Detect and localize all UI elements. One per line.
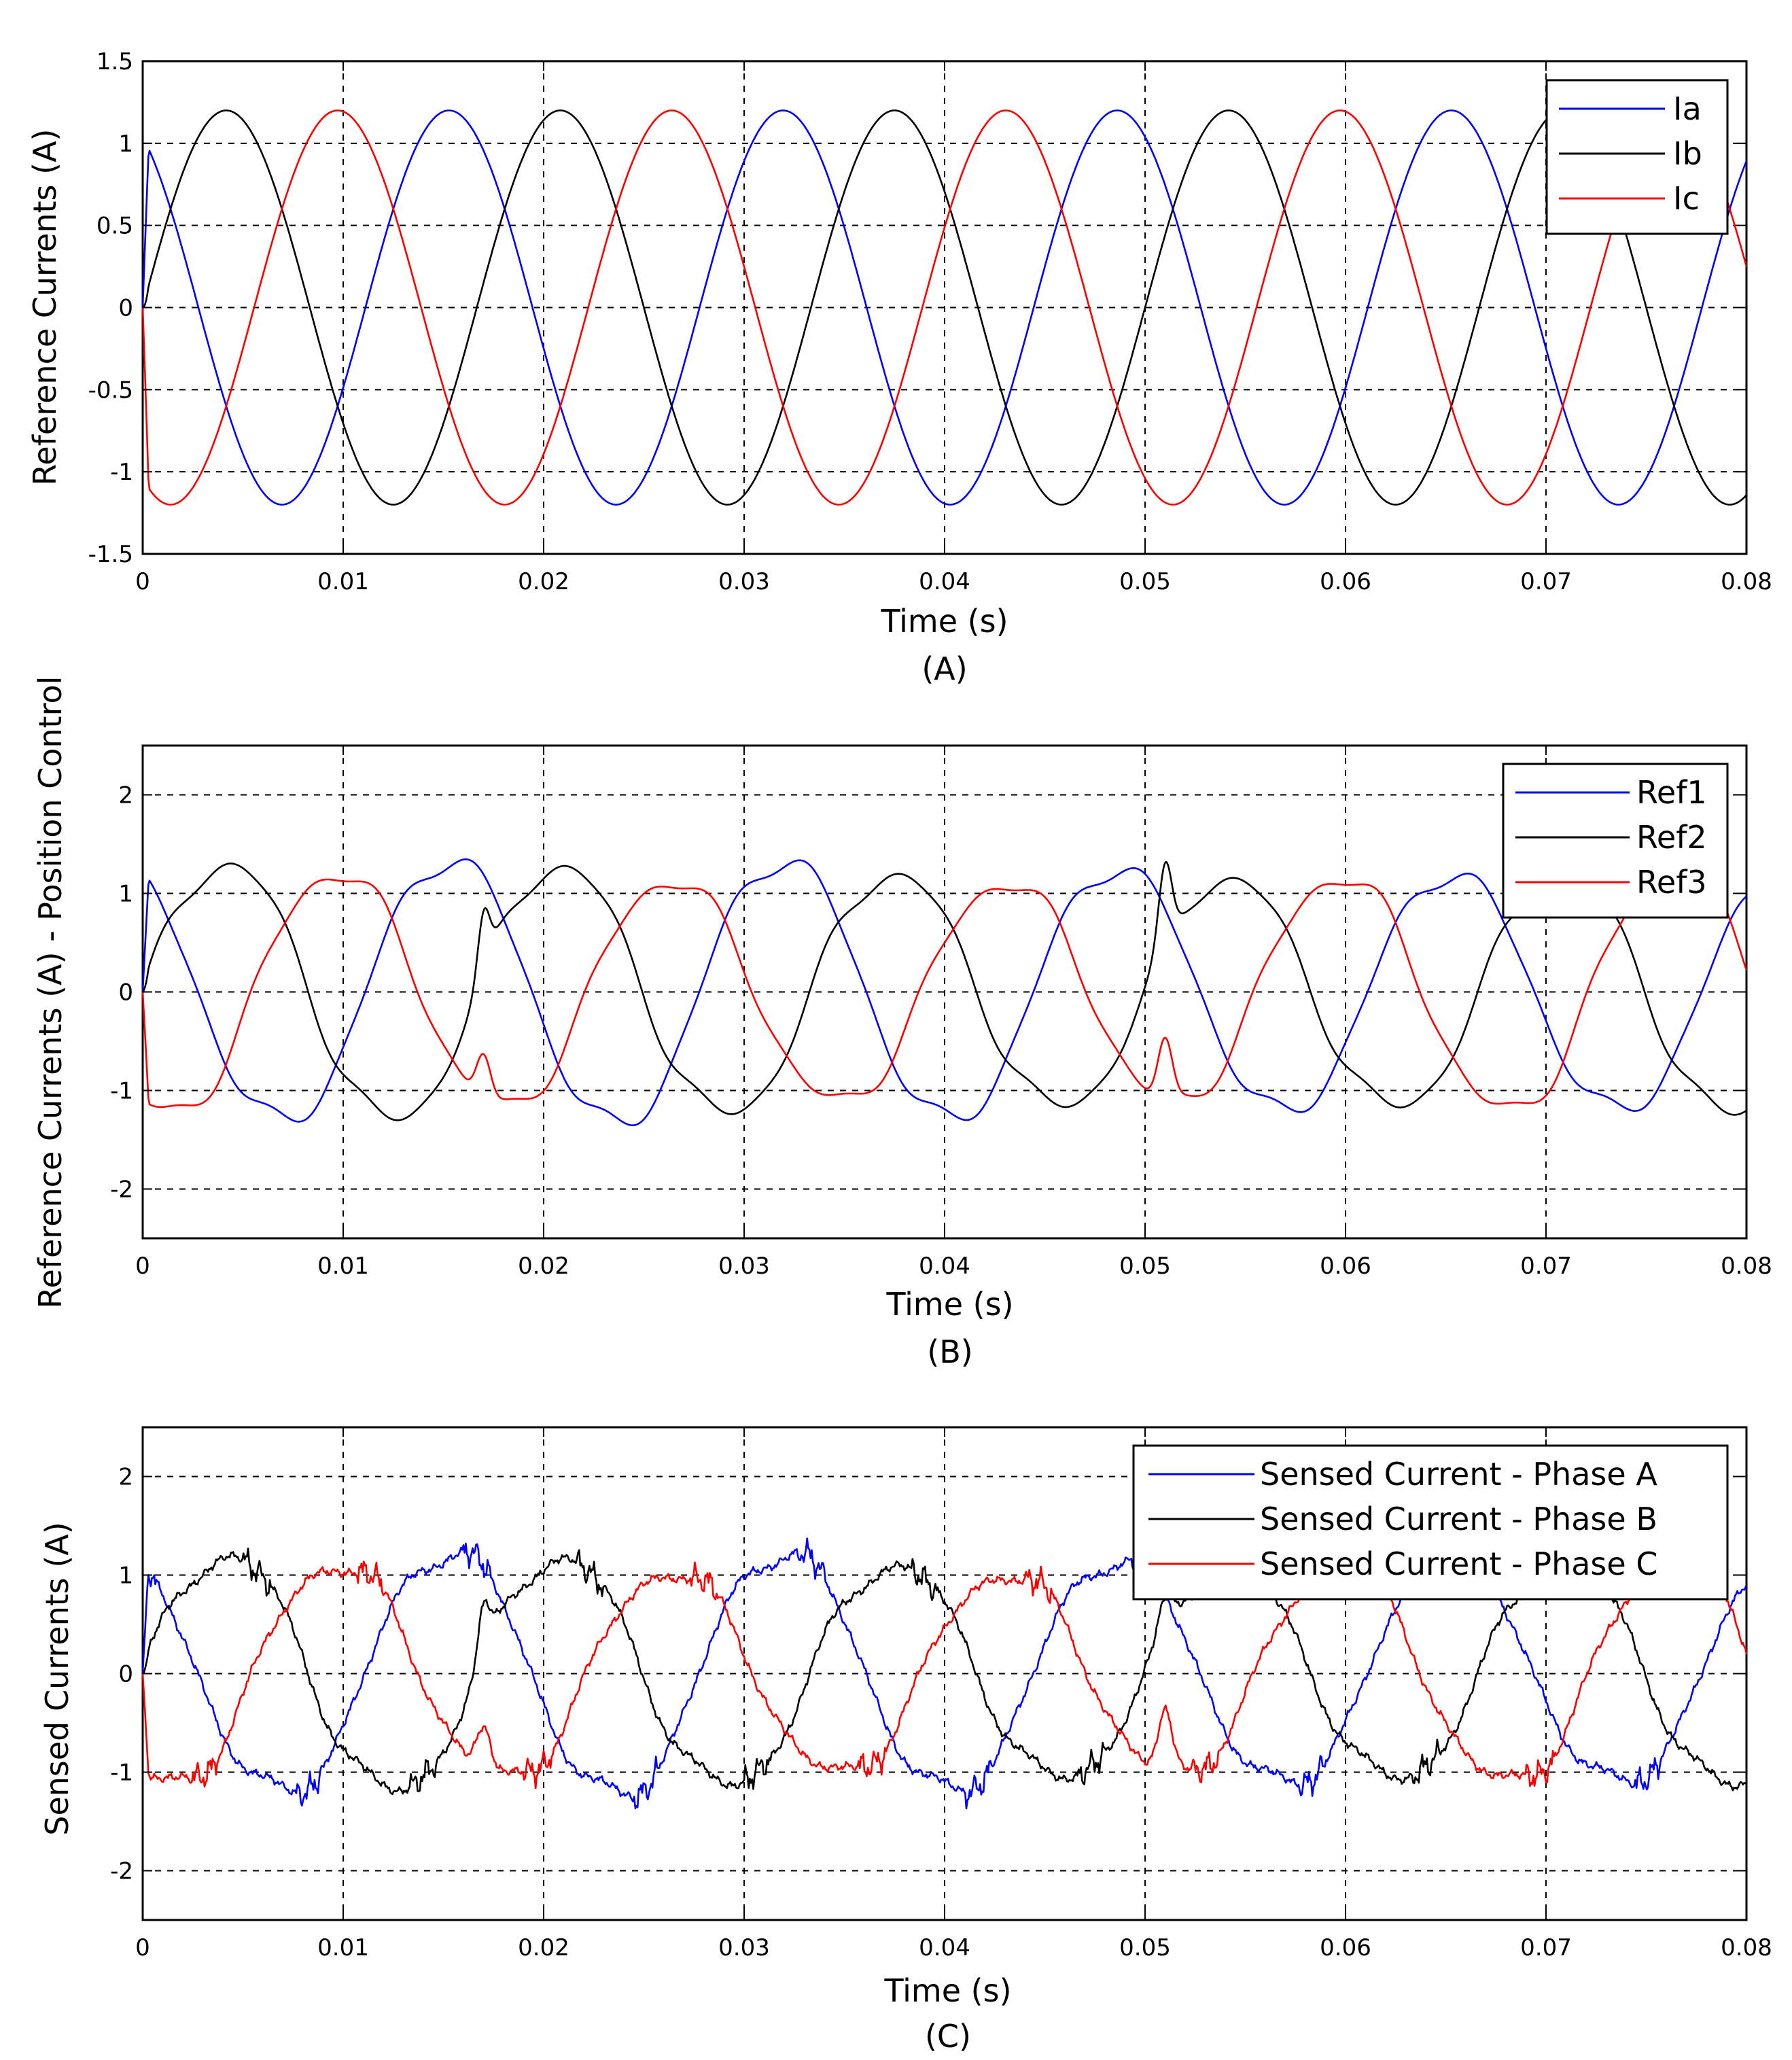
y-tick-label: 0 <box>118 295 133 322</box>
y-tick-label: 2 <box>118 1464 133 1491</box>
y-tick-label: 1 <box>118 1563 133 1590</box>
x-tick-label: 0.07 <box>1520 1253 1572 1280</box>
panel-label: (A) <box>921 650 967 687</box>
y-tick-label: 1 <box>118 881 133 908</box>
y-axis-label: Sensed Currents (A) <box>39 1522 75 1835</box>
legend-label-0: Ref1 <box>1636 774 1707 811</box>
x-tick-label: 0.03 <box>718 1934 770 1961</box>
series-line-ic <box>141 109 1748 506</box>
x-tick-label: 0 <box>135 1253 150 1280</box>
legend-label-2: Ref3 <box>1636 864 1707 901</box>
x-tick-label: 0.07 <box>1520 1934 1572 1961</box>
x-tick-label: 0.08 <box>1721 568 1772 595</box>
series-line-ia <box>141 109 1748 506</box>
chart-panel-b: 0 0.01 0.02 0.03 0.04 0.05 0.06 0.07 0.08 -2 -1 0 1 2… <box>32 676 1772 1370</box>
y-tick-label: -1 <box>110 1760 133 1787</box>
y-tick-label: -1.5 <box>88 541 133 568</box>
y-tick-label: -0.5 <box>88 377 133 404</box>
x-tick-label: 0.03 <box>718 1253 770 1280</box>
legend-label-0: Ia <box>1673 90 1702 127</box>
x-tick-label: 0.04 <box>919 1253 970 1280</box>
x-axis-label: Time (s) <box>880 603 1008 640</box>
x-tick-label: 0.03 <box>718 568 770 595</box>
panel-label: (C) <box>925 2018 971 2055</box>
x-tick-label: 0.07 <box>1520 568 1572 595</box>
y-tick-label: 0.5 <box>96 213 133 240</box>
y-tick-label: 0 <box>118 1661 133 1688</box>
x-tick-label: 0.08 <box>1721 1253 1772 1280</box>
series-line-sensed-current-phase-c <box>141 1553 1748 1790</box>
y-tick-label: -2 <box>110 1176 133 1204</box>
x-tick-label: 0.05 <box>1119 568 1171 595</box>
axis-ticks: 0 0.01 0.02 0.03 0.04 0.05 0.06 0.07 0.08 -2 -1 0 1 2 <box>110 746 1772 1280</box>
x-tick-label: 0.06 <box>1320 1253 1371 1280</box>
x-tick-label: 0.04 <box>919 1934 970 1961</box>
axis-ticks: 0 0.01 0.02 0.03 0.04 0.05 0.06 0.07 0.08 -2 -1 0 1 2 <box>110 1427 1772 1961</box>
y-tick-label: 1 <box>118 130 133 158</box>
series-lines <box>141 109 1748 506</box>
x-tick-label: 0.01 <box>317 1253 369 1280</box>
legend: Ia Ib Ic <box>1545 79 1729 235</box>
legend-label-0: Sensed Current - Phase A <box>1260 1456 1657 1492</box>
legend-label-2: Ic <box>1673 180 1700 217</box>
x-tick-label: 0.02 <box>518 568 569 595</box>
legend-box <box>1132 1444 1729 1601</box>
series-line-ib <box>142 109 1747 506</box>
series-line-sensed-current-phase-b <box>142 1548 1747 1796</box>
x-tick-label: 0.01 <box>317 1934 369 1961</box>
x-tick-label: 0 <box>135 1934 150 1961</box>
legend: Sensed Current - Phase A Sensed Current … <box>1132 1444 1729 1601</box>
series-line-ref1 <box>141 858 1747 1126</box>
legend-label-1: Ib <box>1673 135 1702 172</box>
legend-label-1: Sensed Current - Phase B <box>1260 1501 1657 1537</box>
legend-box <box>1545 79 1729 235</box>
y-tick-label: 0 <box>118 979 133 1007</box>
legend-label-2: Sensed Current - Phase C <box>1260 1546 1657 1582</box>
chart-panel-a: 0 0.01 0.02 0.03 0.04 0.05 0.06 0.07 0.08 -1.5 -1 -… <box>27 48 1772 687</box>
x-tick-label: 0.05 <box>1119 1253 1171 1280</box>
legend: Ref1 Ref2 Ref3 <box>1502 763 1729 919</box>
panel-label: (B) <box>927 1333 972 1370</box>
x-tick-label: 0.06 <box>1320 1934 1371 1961</box>
y-tick-label: -1 <box>110 459 133 486</box>
legend-box <box>1502 763 1729 919</box>
x-tick-label: 0.08 <box>1721 1934 1772 1961</box>
series-lines <box>141 858 1748 1126</box>
y-tick-label: -1 <box>110 1078 133 1105</box>
legend-label-1: Ref2 <box>1636 819 1707 856</box>
chart-panel-c: 0 0.01 0.02 0.03 0.04 0.05 0.06 0.07 0.08 -2 -1 0 1 2… <box>39 1426 1772 2055</box>
series-line-ref2 <box>141 861 1747 1121</box>
x-tick-label: 0.05 <box>1119 1934 1171 1961</box>
y-axis-label: Reference Currents (A) <box>27 129 63 486</box>
x-tick-label: 0.02 <box>518 1934 569 1961</box>
x-tick-label: 0.01 <box>317 568 369 595</box>
x-axis-label: Time (s) <box>883 1972 1011 2009</box>
x-tick-label: 0.06 <box>1320 568 1371 595</box>
series-line-ref3 <box>141 876 1748 1108</box>
x-tick-label: 0.02 <box>518 1253 569 1280</box>
y-tick-label: 1.5 <box>96 48 133 75</box>
y-axis-label: Reference Currents (A) - Position Contro… <box>32 676 69 1309</box>
x-tick-label: 0 <box>135 568 150 595</box>
y-tick-label: 2 <box>118 782 133 809</box>
x-tick-label: 0.04 <box>919 568 970 595</box>
axis-ticks: 0 0.01 0.02 0.03 0.04 0.05 0.06 0.07 0.08 -1.5 -1 -… <box>88 48 1772 595</box>
grid-lines <box>143 746 1746 1238</box>
y-tick-label: -2 <box>110 1858 133 1885</box>
x-axis-label: Time (s) <box>885 1286 1013 1323</box>
